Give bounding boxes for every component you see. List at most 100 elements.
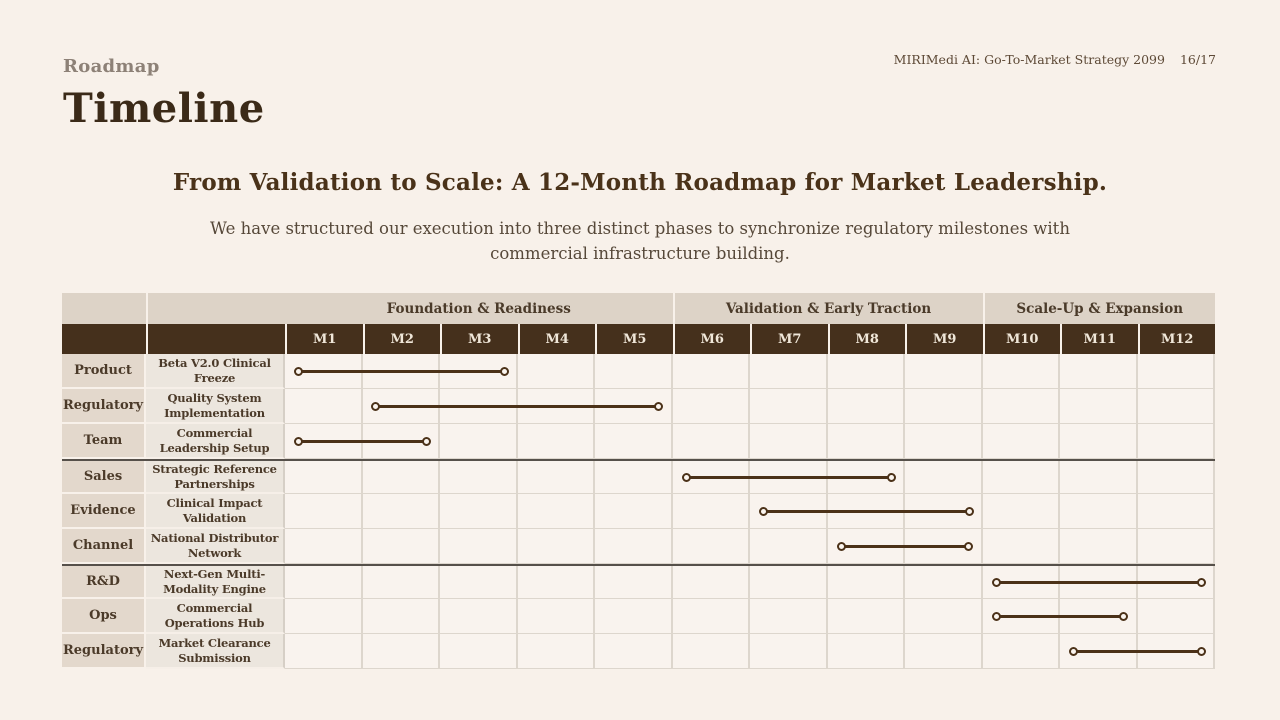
month-header-cell: M3 <box>440 324 518 354</box>
timeline-cell <box>827 354 905 389</box>
month-header-cell: M10 <box>982 324 1060 354</box>
task-cell: Commercial Leadership Setup <box>146 424 285 459</box>
timeline-cell <box>285 529 363 564</box>
gantt-bar <box>759 507 974 517</box>
timeline-cell <box>440 566 518 599</box>
timeline-cell <box>517 566 595 599</box>
month-header-spacer <box>146 324 285 354</box>
bar-line <box>302 370 501 373</box>
gantt-bar <box>1069 647 1206 657</box>
task-cell: National Distributor Network <box>146 529 285 564</box>
bar-line <box>999 615 1121 618</box>
section-kicker: Roadmap <box>63 56 160 77</box>
task-label: Quality System Implementation <box>164 391 265 420</box>
slide-subtitle: We have structured our execution into th… <box>210 219 1070 264</box>
gantt-row: Channel National Distributor Network <box>62 529 1215 564</box>
bar-endpoint-dot <box>1119 612 1129 621</box>
task-label: Clinical Impact Validation <box>166 496 263 525</box>
bar-line <box>999 581 1198 584</box>
timeline-cell <box>1137 354 1215 389</box>
timeline-cell <box>672 494 750 529</box>
timeline-cell <box>905 599 983 634</box>
timeline-cell <box>827 634 905 669</box>
timeline-cell <box>750 634 828 669</box>
month-header-cells: M1 M2 M3 M4 M5 M6 M7 M8 M9 M10 M11 M12 <box>285 324 1215 354</box>
timeline-cell <box>1060 424 1138 459</box>
month-header-cell: M7 <box>750 324 828 354</box>
timeline-cell <box>517 354 595 389</box>
timeline-cell <box>827 566 905 599</box>
timeline-cell <box>517 461 595 494</box>
gantt-bar <box>371 402 664 412</box>
timeline-cells <box>285 494 1215 529</box>
bar-line <box>379 405 656 408</box>
timeline-cell <box>517 494 595 529</box>
gantt-row: Ops Commercial Operations Hub <box>62 599 1215 634</box>
bar-endpoint-dot <box>1197 578 1206 587</box>
timeline-cell <box>982 389 1060 424</box>
timeline-cell <box>905 424 983 459</box>
page-number: 16/17 <box>1179 52 1216 67</box>
timeline-cell <box>440 599 518 634</box>
timeline-cell <box>440 634 518 669</box>
timeline-cell <box>595 566 673 599</box>
gantt-bar <box>681 473 896 483</box>
timeline-cell <box>905 389 983 424</box>
category-cell: Evidence <box>62 494 146 529</box>
gantt-bar <box>294 367 509 377</box>
month-header-cell: M4 <box>517 324 595 354</box>
timeline-cell <box>827 424 905 459</box>
month-header-row: M1 M2 M3 M4 M5 M6 M7 M8 M9 M10 M11 M12 <box>62 324 1215 354</box>
task-cell: Strategic Reference Partnerships <box>146 461 285 494</box>
timeline-cell <box>1137 461 1215 494</box>
timeline-cell <box>982 461 1060 494</box>
gantt-bar <box>294 437 431 447</box>
timeline-cell <box>905 566 983 599</box>
timeline-cell <box>905 354 983 389</box>
timeline-cells <box>285 389 1215 424</box>
timeline-cell <box>440 461 518 494</box>
bar-line <box>302 440 423 443</box>
category-cell: Channel <box>62 529 146 564</box>
task-label: Beta V2.0 Clinical Freeze <box>158 356 271 385</box>
timeline-cell <box>750 566 828 599</box>
phase-header-cell: Foundation & Readiness <box>285 293 673 324</box>
category-cell: Regulatory <box>62 634 146 669</box>
timeline-cell <box>595 529 673 564</box>
gantt-bar <box>836 542 974 552</box>
bar-line <box>767 510 966 513</box>
gantt-row: Regulatory Quality System Implementation <box>62 389 1215 424</box>
task-cell: Commercial Operations Hub <box>146 599 285 634</box>
category-cell: Team <box>62 424 146 459</box>
timeline-cell <box>1060 354 1138 389</box>
month-header-cell: M8 <box>827 324 905 354</box>
task-cell: Clinical Impact Validation <box>146 494 285 529</box>
timeline-cell <box>1137 424 1215 459</box>
timeline-cells <box>285 599 1215 634</box>
timeline-cell <box>285 494 363 529</box>
bar-endpoint-dot <box>964 542 974 551</box>
phase-header-cell: Scale-Up & Expansion <box>982 293 1215 324</box>
timeline-cell <box>362 566 440 599</box>
bar-endpoint-dot <box>499 367 509 376</box>
timeline-cell <box>595 354 673 389</box>
task-cell: Market Clearance Submission <box>146 634 285 669</box>
bar-endpoint-dot <box>887 473 896 482</box>
timeline-cell <box>440 494 518 529</box>
phase-header-spacer <box>146 293 285 324</box>
timeline-cell <box>595 634 673 669</box>
phase-header-row: Foundation & Readiness Validation & Early… <box>62 293 1215 324</box>
timeline-cell <box>362 494 440 529</box>
timeline-cell <box>905 461 983 494</box>
gantt-row: Team Commercial Leadership Setup <box>62 424 1215 459</box>
timeline-cell <box>285 599 363 634</box>
gantt-row: Regulatory Market Clearance Submission <box>62 634 1215 669</box>
task-cell: Quality System Implementation <box>146 389 285 424</box>
month-header-cell: M1 <box>285 324 363 354</box>
gantt-row: Sales Strategic Reference Partnerships <box>62 459 1215 494</box>
timeline-cell <box>750 599 828 634</box>
month-header-cell: M2 <box>362 324 440 354</box>
timeline-cell <box>827 389 905 424</box>
timeline-cell <box>982 529 1060 564</box>
